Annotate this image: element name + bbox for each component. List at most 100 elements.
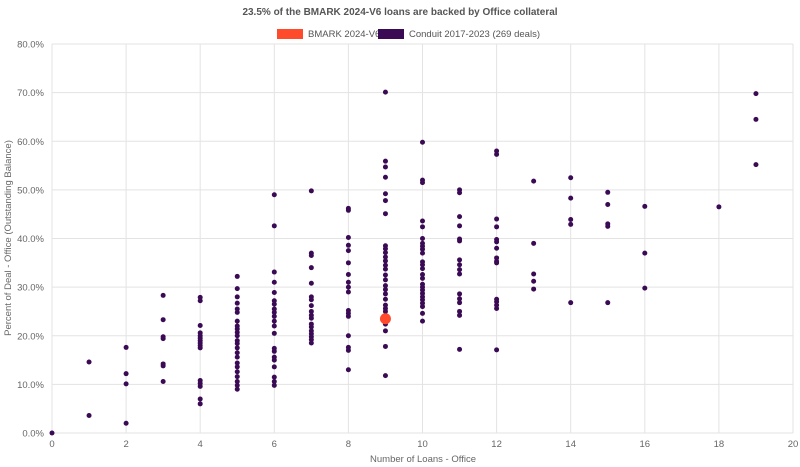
conduit-data-point[interactable]	[494, 260, 500, 266]
conduit-data-point[interactable]	[494, 224, 500, 230]
conduit-data-point[interactable]	[234, 369, 240, 375]
conduit-data-point[interactable]	[382, 198, 388, 204]
conduit-data-point[interactable]	[345, 248, 351, 254]
conduit-data-point[interactable]	[382, 191, 388, 197]
conduit-data-point[interactable]	[457, 300, 463, 306]
conduit-data-point[interactable]	[271, 313, 277, 319]
conduit-data-point[interactable]	[457, 238, 463, 244]
conduit-data-point[interactable]	[234, 378, 240, 384]
conduit-data-point[interactable]	[457, 267, 463, 273]
conduit-data-point[interactable]	[197, 401, 203, 407]
conduit-data-point[interactable]	[568, 175, 574, 181]
conduit-data-point[interactable]	[49, 430, 55, 436]
conduit-data-point[interactable]	[197, 396, 203, 402]
conduit-data-point[interactable]	[753, 91, 759, 97]
conduit-data-point[interactable]	[457, 271, 463, 277]
conduit-data-point[interactable]	[494, 239, 500, 245]
conduit-data-point[interactable]	[420, 266, 425, 272]
conduit-data-point[interactable]	[271, 378, 277, 384]
conduit-data-point[interactable]	[345, 289, 351, 295]
conduit-data-point[interactable]	[494, 151, 500, 157]
conduit-data-point[interactable]	[382, 246, 388, 252]
conduit-data-point[interactable]	[234, 300, 240, 306]
conduit-data-point[interactable]	[420, 250, 425, 256]
conduit-data-point[interactable]	[382, 89, 388, 95]
conduit-data-point[interactable]	[271, 223, 277, 229]
conduit-data-point[interactable]	[531, 178, 537, 184]
conduit-data-point[interactable]	[382, 262, 388, 268]
conduit-data-point[interactable]	[271, 301, 277, 307]
conduit-data-point[interactable]	[308, 265, 314, 271]
conduit-data-point[interactable]	[531, 271, 537, 277]
conduit-data-point[interactable]	[494, 245, 500, 251]
conduit-data-point[interactable]	[457, 223, 463, 229]
conduit-data-point[interactable]	[345, 271, 351, 277]
conduit-data-point[interactable]	[308, 303, 314, 309]
conduit-data-point[interactable]	[382, 211, 388, 217]
conduit-data-point[interactable]	[605, 201, 611, 207]
conduit-data-point[interactable]	[345, 279, 351, 285]
conduit-data-point[interactable]	[494, 347, 500, 353]
conduit-data-point[interactable]	[345, 333, 351, 339]
conduit-data-point[interactable]	[457, 308, 463, 314]
conduit-data-point[interactable]	[420, 218, 425, 224]
conduit-data-point[interactable]	[234, 354, 240, 360]
conduit-data-point[interactable]	[420, 139, 425, 145]
conduit-data-point[interactable]	[420, 180, 425, 186]
conduit-data-point[interactable]	[123, 344, 129, 350]
conduit-data-point[interactable]	[197, 345, 203, 351]
conduit-data-point[interactable]	[234, 333, 240, 339]
conduit-data-point[interactable]	[382, 258, 388, 264]
conduit-data-point[interactable]	[308, 315, 314, 321]
conduit-data-point[interactable]	[420, 310, 425, 316]
conduit-data-point[interactable]	[234, 345, 240, 351]
conduit-data-point[interactable]	[457, 257, 463, 263]
conduit-data-point[interactable]	[345, 347, 351, 353]
conduit-data-point[interactable]	[642, 285, 648, 291]
conduit-data-point[interactable]	[234, 360, 240, 366]
conduit-data-point[interactable]	[642, 250, 648, 256]
conduit-data-point[interactable]	[382, 277, 388, 283]
conduit-data-point[interactable]	[308, 253, 314, 259]
conduit-data-point[interactable]	[234, 286, 240, 292]
conduit-data-point[interactable]	[642, 203, 648, 209]
conduit-data-point[interactable]	[382, 174, 388, 180]
conduit-data-point[interactable]	[420, 224, 425, 230]
conduit-data-point[interactable]	[605, 223, 611, 229]
conduit-data-point[interactable]	[308, 324, 314, 330]
conduit-data-point[interactable]	[271, 309, 277, 315]
conduit-data-point[interactable]	[382, 308, 388, 314]
conduit-data-point[interactable]	[234, 341, 240, 347]
conduit-data-point[interactable]	[271, 318, 277, 324]
conduit-data-point[interactable]	[345, 235, 351, 241]
conduit-data-point[interactable]	[86, 359, 92, 365]
conduit-data-point[interactable]	[457, 296, 463, 302]
conduit-data-point[interactable]	[308, 280, 314, 286]
conduit-data-point[interactable]	[382, 343, 388, 349]
conduit-data-point[interactable]	[605, 300, 611, 306]
conduit-data-point[interactable]	[382, 283, 388, 289]
legend-item-bmark[interactable]: BMARK 2024-V6	[277, 29, 380, 40]
conduit-data-point[interactable]	[420, 275, 425, 281]
conduit-data-point[interactable]	[123, 420, 129, 426]
conduit-data-point[interactable]	[271, 348, 277, 354]
conduit-data-point[interactable]	[457, 346, 463, 352]
conduit-data-point[interactable]	[234, 364, 240, 370]
conduit-data-point[interactable]	[234, 382, 240, 388]
conduit-data-point[interactable]	[531, 240, 537, 246]
conduit-data-point[interactable]	[234, 273, 240, 279]
conduit-data-point[interactable]	[345, 260, 351, 266]
conduit-data-point[interactable]	[420, 318, 425, 324]
conduit-data-point[interactable]	[271, 323, 277, 329]
conduit-data-point[interactable]	[382, 272, 388, 278]
conduit-data-point[interactable]	[123, 371, 129, 377]
conduit-data-point[interactable]	[345, 207, 351, 213]
conduit-data-point[interactable]	[568, 195, 574, 201]
conduit-data-point[interactable]	[271, 382, 277, 388]
conduit-data-point[interactable]	[271, 330, 277, 336]
conduit-data-point[interactable]	[716, 204, 722, 210]
conduit-data-point[interactable]	[531, 278, 537, 284]
conduit-data-point[interactable]	[568, 300, 574, 306]
conduit-data-point[interactable]	[271, 374, 277, 380]
conduit-data-point[interactable]	[457, 190, 463, 196]
